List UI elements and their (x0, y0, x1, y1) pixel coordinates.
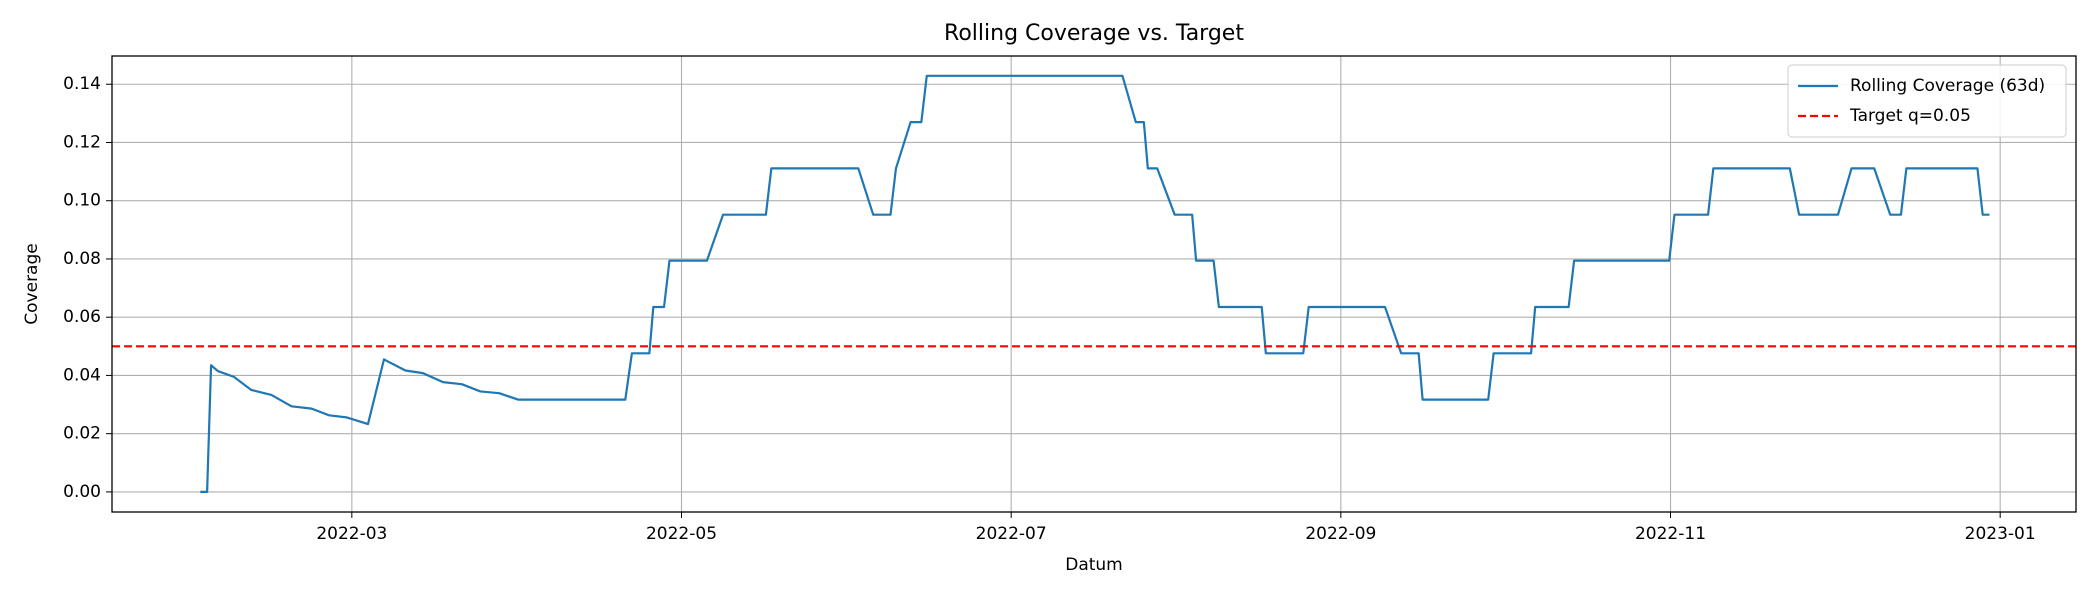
x-tick-label: 2023-01 (1965, 524, 2036, 544)
y-tick-label: 0.02 (63, 424, 101, 444)
legend-box (1787, 64, 2067, 138)
y-tick-label: 0.08 (63, 249, 101, 269)
legend-label: Target q=0.05 (1849, 106, 1971, 126)
y-tick-label: 0.12 (63, 132, 101, 152)
x-axis-label: Datum (1065, 555, 1123, 575)
x-tick-label: 2022-03 (316, 524, 387, 544)
legend-label: Rolling Coverage (63d) (1850, 76, 2045, 96)
y-tick-label: 0.06 (63, 307, 101, 327)
x-tick-label: 2022-09 (1305, 524, 1376, 544)
plot-frame (111, 55, 2077, 513)
x-tick-label: 2022-05 (646, 524, 717, 544)
data-line (200, 74, 1990, 494)
y-tick-label: 0.10 (63, 191, 101, 211)
x-tick-label: 2022-11 (1635, 524, 1706, 544)
y-axis-label: Coverage (22, 243, 42, 324)
y-tick-label: 0.04 (63, 365, 101, 385)
y-tick-label: 0.00 (63, 482, 101, 502)
chart-title: Rolling Coverage vs. Target (944, 21, 1244, 46)
y-tick-label: 0.14 (63, 74, 101, 94)
x-tick-label: 2022-07 (976, 524, 1047, 544)
